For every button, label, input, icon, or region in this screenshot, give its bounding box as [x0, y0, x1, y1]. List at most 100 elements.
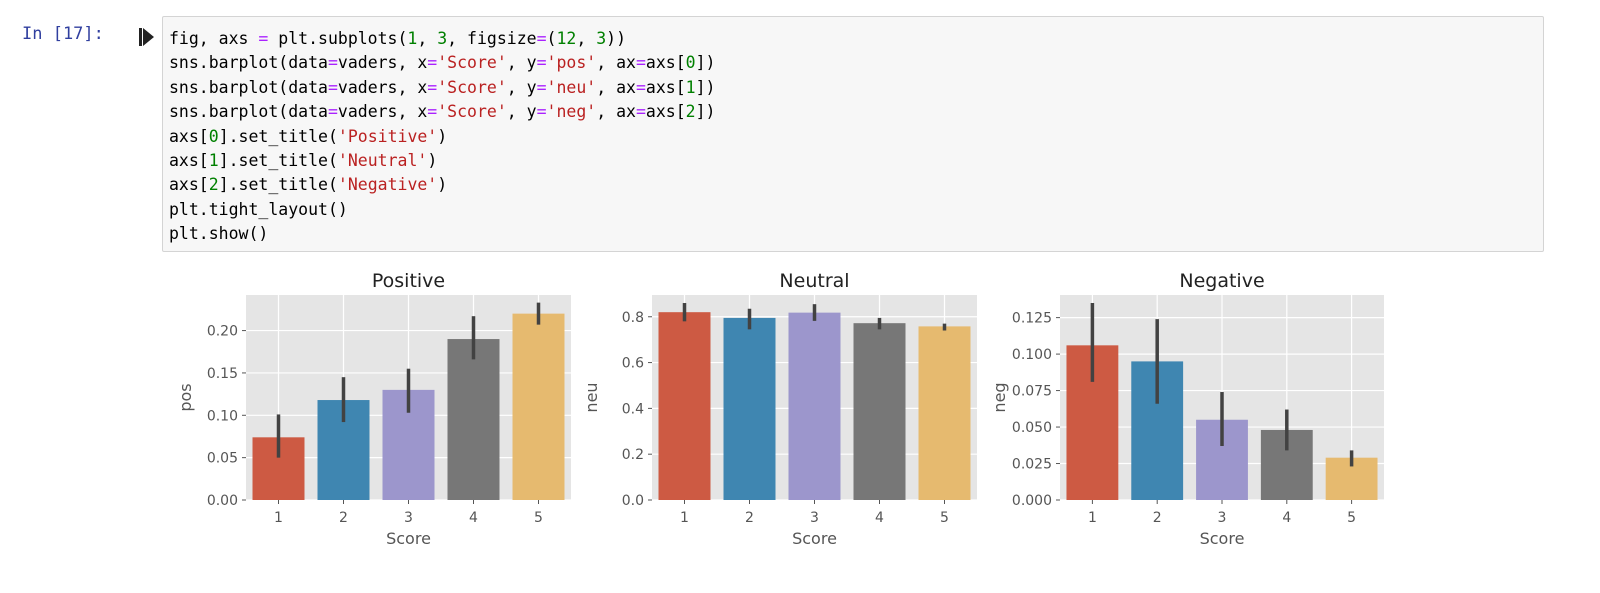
- code-line: axs[0].set_title('Positive'): [169, 125, 715, 149]
- code-line: axs[1].set_title('Neutral'): [169, 149, 715, 173]
- code-line: axs[2].set_title('Negative'): [169, 173, 715, 197]
- code-token: sns.barplot(data: [169, 53, 328, 73]
- y-axis-label: pos: [176, 383, 195, 411]
- code-token: axs[: [169, 151, 209, 171]
- code-token: =: [635, 77, 646, 97]
- x-tick-label: 4: [469, 510, 478, 526]
- chart-neutral: 0.0 0.2 0.4 0.6 0.8 1 2 3 4 5 Neutral Score neu: [582, 270, 977, 548]
- x-axis-label: Score: [792, 529, 837, 548]
- chart-positive: 0.00 0.05 0.10 0.15 0.20 1 2 3 4 5 Positive Score po…: [176, 270, 571, 548]
- code-token: , ax: [596, 77, 636, 97]
- code-token: , figsize: [447, 29, 537, 48]
- y-tick-label: 0.15: [207, 366, 238, 382]
- code-token: =: [536, 29, 547, 48]
- y-tick-label: 0.075: [1012, 384, 1052, 400]
- code-token: =: [327, 102, 338, 122]
- y-tick-label: 0.050: [1012, 420, 1052, 436]
- code-line: fig, axs = plt.subplots(1, 3, figsize=(1…: [169, 27, 715, 51]
- code-token: 2: [208, 175, 219, 195]
- code-token: 12: [556, 29, 577, 48]
- bar: [853, 323, 906, 500]
- code-token: )): [606, 29, 627, 48]
- chart-title: Positive: [372, 270, 445, 292]
- code-token: ]): [695, 77, 716, 97]
- code-token: sns.barplot(data: [169, 77, 328, 97]
- x-tick-label: 1: [274, 510, 283, 526]
- code-token: 0: [685, 53, 696, 73]
- code-token: =: [635, 53, 646, 73]
- code-token: , ax: [596, 53, 636, 73]
- y-tick-label: 0.8: [622, 310, 644, 326]
- x-tick-label: 3: [404, 510, 413, 526]
- code-token: =: [427, 102, 438, 122]
- code-cell[interactable]: fig, axs = plt.subplots(1, 3, figsize=(1…: [162, 16, 1544, 252]
- y-tick-label: 0.6: [622, 356, 644, 372]
- code-token: plt.subplots(: [268, 29, 408, 48]
- bar: [512, 313, 565, 500]
- code-token: vaders, x: [337, 102, 428, 122]
- bar: [723, 317, 776, 500]
- code-token: =: [536, 77, 547, 97]
- code-token: ]): [695, 53, 716, 73]
- code-token: ): [437, 175, 448, 195]
- cell-prompt: In [17]:: [22, 24, 104, 44]
- code-token: vaders, x: [337, 53, 428, 73]
- code-token: axs[: [169, 126, 209, 146]
- code-token: fig, axs: [169, 29, 259, 48]
- code-token: =: [327, 53, 338, 73]
- chart-title: Negative: [1179, 270, 1264, 292]
- code-token: =: [635, 102, 646, 122]
- code-token: , y: [506, 102, 537, 122]
- code-token: ,: [417, 29, 438, 48]
- code-token: 1: [208, 151, 219, 171]
- x-tick-label: 2: [745, 510, 754, 526]
- code-token: vaders, x: [337, 77, 428, 97]
- code-token: 'Score': [437, 53, 507, 73]
- code-token: ].set_title(: [218, 175, 338, 195]
- code-token: axs[: [169, 175, 209, 195]
- y-axis-label: neu: [582, 382, 601, 412]
- code-token: ].set_title(: [218, 126, 338, 146]
- y-axis-label: neg: [990, 382, 1009, 412]
- run-indicator-icon[interactable]: [138, 26, 156, 48]
- x-tick-label: 3: [810, 510, 819, 526]
- x-tick-label: 4: [875, 510, 884, 526]
- code-token: =: [327, 77, 338, 97]
- x-tick-label: 4: [1282, 510, 1291, 526]
- code-token: =: [536, 53, 547, 73]
- code-token: 1: [407, 29, 418, 48]
- y-tick-label: 0.2: [622, 447, 644, 463]
- code-token: axs[: [645, 102, 686, 122]
- code-token: , y: [506, 77, 537, 97]
- x-tick-label: 3: [1218, 510, 1227, 526]
- code-token: ].set_title(: [218, 151, 338, 171]
- code-token: 'neg': [546, 102, 597, 122]
- code-line: sns.barplot(data=vaders, x='Score', y='n…: [169, 76, 715, 100]
- code-line: sns.barplot(data=vaders, x='Score', y='n…: [169, 100, 715, 124]
- y-tick-label: 0.10: [207, 408, 238, 424]
- bar: [658, 312, 711, 500]
- code-token: plt.tight_layout(): [169, 199, 348, 219]
- code-token: ): [437, 126, 448, 146]
- code-token: 3: [596, 29, 607, 48]
- code-token: ]): [695, 102, 716, 122]
- code-token: 'pos': [546, 53, 597, 73]
- x-axis-label: Score: [1200, 529, 1245, 548]
- y-tick-label: 0.05: [207, 451, 238, 467]
- code-line: sns.barplot(data=vaders, x='Score', y='p…: [169, 51, 715, 75]
- y-tick-label: 0.000: [1012, 493, 1052, 509]
- y-tick-label: 0.0: [622, 493, 644, 509]
- x-tick-label: 5: [940, 510, 949, 526]
- y-tick-label: 0.20: [207, 324, 238, 340]
- y-tick-label: 0.4: [622, 401, 644, 417]
- code-editor[interactable]: fig, axs = plt.subplots(1, 3, figsize=(1…: [169, 27, 715, 247]
- chart-title: Neutral: [779, 270, 849, 292]
- code-line: plt.show(): [169, 222, 715, 246]
- x-tick-label: 5: [1347, 510, 1356, 526]
- code-token: ,: [576, 29, 597, 48]
- code-token: axs[: [645, 77, 686, 97]
- code-line: plt.tight_layout(): [169, 198, 715, 222]
- x-tick-label: 1: [1088, 510, 1097, 526]
- code-token: 'Neutral': [337, 151, 428, 171]
- code-token: 'neu': [546, 77, 597, 97]
